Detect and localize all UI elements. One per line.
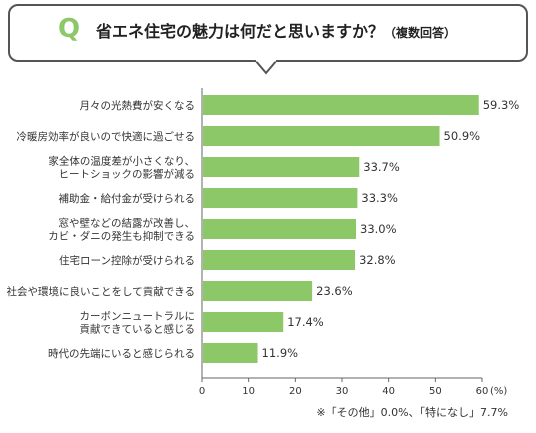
x-tick-label: 40 [382, 386, 395, 397]
category-label: 時代の先端にいると感じられる [48, 347, 195, 360]
bar [203, 157, 360, 177]
bar-value-label: 17.4% [287, 315, 324, 329]
bar-value-label: 23.6% [316, 284, 353, 298]
bar-value-label: 32.8% [359, 253, 396, 267]
bar [203, 126, 440, 146]
category-label: 家全体の温度差が小さくなり、 [48, 155, 195, 168]
category-label: カーボンニュートラルに [80, 311, 196, 323]
question-title: 省エネ住宅の魅力は何だと思いますか？（複数回答） [96, 18, 456, 42]
x-tick-label: 30 [336, 386, 349, 397]
bar-value-label: 33.3% [361, 191, 398, 205]
question-note: （複数回答） [384, 26, 457, 40]
x-unit-label: (%) [490, 386, 507, 397]
x-tick-label: 50 [429, 386, 442, 397]
bar [203, 250, 356, 270]
category-label: 月々の光熱費が安くなる [80, 99, 196, 112]
bar-value-label: 33.7% [363, 160, 400, 174]
bar-value-label: 11.9% [262, 346, 299, 360]
bar [203, 188, 358, 208]
speech-bubble-tail [255, 60, 277, 75]
bar-value-label: 59.3% [483, 98, 520, 112]
category-label: 補助金・給付金が受けられる [59, 192, 196, 205]
bar [203, 343, 258, 363]
category-label: 住宅ローン控除が受けられる [59, 254, 195, 267]
x-tick-label: 60 [476, 386, 489, 397]
x-tick-label: 20 [289, 386, 302, 397]
category-label: 社会や環境に良いことをして貢献できる [7, 285, 195, 298]
bar-value-label: 50.9% [444, 129, 481, 143]
bar [203, 219, 356, 239]
question-text: 省エネ住宅の魅力は何だと思いますか？ [96, 22, 385, 41]
category-label: カビ・ダニの発生も抑制できる [48, 230, 195, 243]
x-tick-label: 10 [242, 386, 255, 397]
footnote: ※「その他」0.0%、「特になし」7.7% [316, 406, 508, 419]
category-label: 窓や壁などの結露が改善し、 [59, 217, 196, 230]
q-icon: Q [58, 14, 81, 44]
category-label: 貢献できていると感じる [80, 323, 196, 336]
bar [203, 312, 284, 332]
category-label: 冷暖房効率が良いので快適に過ごせる [17, 130, 196, 143]
bar [203, 95, 479, 115]
bar-value-label: 33.0% [360, 222, 397, 236]
category-label: ヒートショックの影響が減る [59, 168, 196, 181]
bar [203, 281, 313, 301]
x-tick-label: 0 [199, 386, 205, 397]
